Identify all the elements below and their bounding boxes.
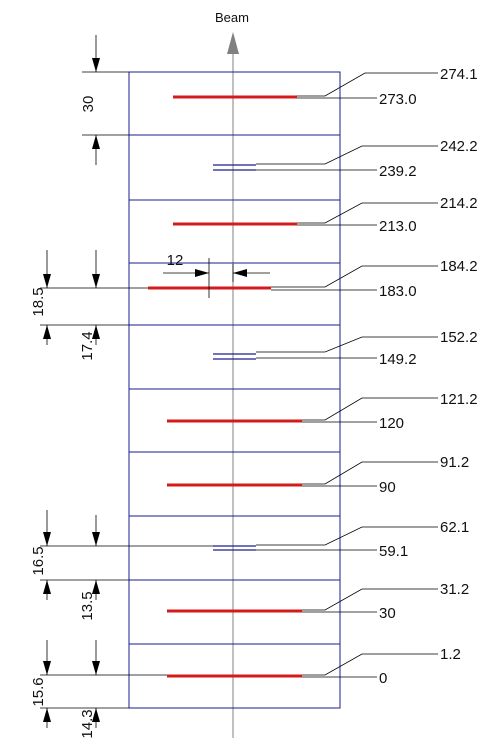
layer-bar-149 [213, 353, 256, 360]
dimension-pair-1-outer: 18.5 [30, 287, 47, 316]
dimension-pair-3-inner: 14.3 [79, 709, 96, 738]
label-upper: 214.2 [440, 195, 478, 212]
label-upper: 91.2 [440, 454, 469, 471]
label-lower: 120 [379, 415, 404, 432]
dimension-pair-2-outer: 16.5 [30, 546, 47, 575]
frame-dividers [129, 134, 340, 645]
layer-bar-59 [213, 545, 256, 551]
label-lower: 149.2 [379, 351, 417, 368]
label-lower: 183.0 [379, 283, 417, 300]
label-upper: 152.2 [440, 329, 478, 346]
label-lower: 59.1 [379, 543, 408, 560]
beam-label: Beam [215, 10, 249, 25]
dimension-pair-3 [40, 640, 167, 728]
dimension-width-value: 12 [167, 252, 184, 269]
dimension-pair-1 [40, 250, 148, 345]
label-upper: 184.2 [440, 258, 478, 275]
label-upper: 1.2 [440, 646, 461, 663]
layer-labels: 274.1 273.0 242.2 239.2 214.2 213.0 184.… [379, 66, 478, 687]
label-upper: 31.2 [440, 581, 469, 598]
label-upper: 274.1 [440, 66, 478, 83]
dimension-pair-3-outer: 15.6 [30, 677, 47, 706]
label-lower: 0 [379, 670, 387, 687]
dimension-pair-2 [40, 510, 213, 600]
label-lower: 90 [379, 479, 396, 496]
label-lower: 239.2 [379, 163, 417, 180]
dimension-pair-1-inner: 17.4 [79, 331, 96, 360]
label-lower: 273.0 [379, 91, 417, 108]
layer-bars [148, 95, 302, 678]
leader-lines [256, 72, 438, 678]
layer-bar-239 [213, 164, 256, 171]
dimension-width [163, 258, 270, 298]
dimension-top-value: 30 [80, 96, 97, 113]
beam-arrow-icon [227, 32, 239, 54]
label-upper: 242.2 [440, 138, 478, 155]
label-lower: 30 [379, 605, 396, 622]
dimension-top [82, 35, 129, 165]
dimension-pair-2-inner: 13.5 [79, 591, 96, 620]
label-upper: 62.1 [440, 519, 469, 536]
frame-outline [128, 71, 341, 709]
label-lower: 213.0 [379, 218, 417, 235]
label-upper: 121.2 [440, 391, 478, 408]
